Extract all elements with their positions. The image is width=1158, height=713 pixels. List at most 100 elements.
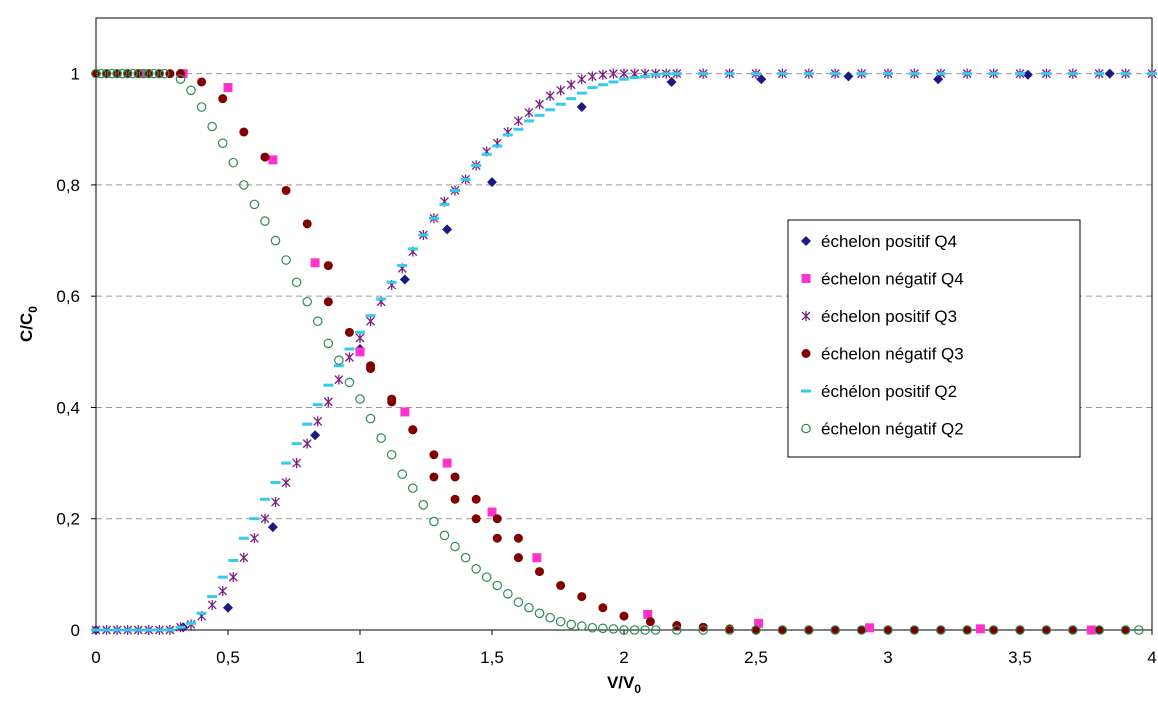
data-point — [513, 533, 523, 543]
data-point — [830, 625, 840, 635]
data-point — [91, 69, 101, 79]
data-point — [450, 472, 460, 482]
data-point — [397, 264, 408, 268]
data-point — [107, 68, 117, 79]
data-point — [1094, 625, 1104, 635]
data-point — [133, 69, 143, 79]
data-point — [196, 102, 207, 112]
legend-marker — [801, 311, 811, 321]
y-tick-label: 0,2 — [56, 510, 80, 529]
data-point — [650, 625, 661, 635]
legend-marker — [801, 236, 811, 246]
data-point — [239, 127, 249, 137]
data-point — [556, 85, 566, 96]
data-point — [291, 277, 302, 288]
x-tick-label: 0 — [91, 648, 100, 667]
data-point — [1104, 68, 1115, 79]
data-point — [207, 595, 218, 599]
data-point — [302, 296, 312, 307]
data-point — [323, 383, 334, 387]
data-point — [671, 625, 682, 635]
data-point — [629, 625, 640, 635]
data-point — [96, 68, 107, 79]
data-point — [661, 72, 672, 76]
data-point — [302, 219, 312, 229]
data-point — [91, 628, 101, 632]
data-point — [777, 625, 788, 635]
series-6-points — [91, 68, 1144, 635]
data-point — [608, 80, 619, 84]
data-point — [524, 107, 534, 118]
data-point — [619, 625, 629, 635]
data-point — [428, 216, 439, 220]
data-point — [532, 553, 542, 563]
data-point — [223, 602, 233, 613]
data-point — [281, 461, 292, 465]
x-tick-label: 3,5 — [1008, 648, 1032, 667]
data-point — [883, 625, 893, 635]
data-point — [754, 618, 764, 628]
data-point — [577, 592, 587, 602]
data-point — [935, 625, 946, 635]
data-point — [1068, 625, 1078, 635]
data-point — [856, 625, 867, 635]
data-point — [133, 628, 144, 632]
data-point — [217, 575, 228, 579]
data-point — [268, 155, 278, 165]
data-point — [576, 621, 587, 631]
data-point — [857, 625, 867, 635]
x-axis-title-main: V/V — [607, 673, 635, 692]
data-point — [650, 73, 661, 77]
data-point — [909, 625, 920, 635]
data-point — [513, 115, 523, 126]
series-3-points — [91, 68, 1157, 635]
data-point — [223, 83, 233, 93]
data-point — [471, 494, 481, 504]
data-point — [112, 69, 122, 79]
data-point — [334, 355, 344, 365]
data-point — [133, 68, 144, 79]
y-axis-title-sub: 0 — [26, 306, 40, 313]
data-point — [492, 533, 502, 543]
data-point — [566, 619, 576, 630]
data-point — [164, 628, 175, 632]
data-point — [302, 422, 313, 426]
data-point — [355, 332, 365, 343]
data-point — [267, 522, 278, 533]
data-point — [122, 68, 133, 79]
data-point — [597, 83, 608, 87]
data-point — [408, 425, 418, 435]
data-point — [117, 68, 128, 79]
data-point — [643, 609, 653, 619]
data-point — [207, 599, 217, 610]
data-point — [376, 297, 387, 301]
data-point — [260, 216, 270, 226]
data-point — [803, 625, 814, 635]
data-point — [640, 74, 651, 78]
data-point — [566, 97, 577, 101]
data-point — [865, 623, 875, 633]
data-point — [323, 261, 333, 271]
data-point — [555, 616, 566, 627]
data-point — [186, 85, 196, 96]
data-point — [1041, 72, 1052, 76]
data-point — [645, 617, 655, 627]
data-point — [989, 625, 999, 635]
data-point — [1086, 625, 1096, 635]
data-point — [101, 68, 112, 79]
data-point — [355, 347, 365, 357]
data-point — [386, 449, 397, 460]
y-tick-label: 0,6 — [56, 287, 80, 306]
data-point — [513, 127, 524, 131]
data-point — [935, 72, 946, 76]
data-point — [312, 403, 323, 407]
data-point — [1067, 72, 1078, 76]
data-point — [366, 364, 376, 374]
data-point — [281, 255, 291, 265]
data-point — [523, 119, 534, 123]
data-point — [323, 297, 333, 307]
data-point — [1041, 625, 1052, 635]
data-point — [91, 68, 101, 79]
legend-label: échélon positif Q2 — [821, 382, 957, 401]
data-point — [804, 625, 814, 635]
